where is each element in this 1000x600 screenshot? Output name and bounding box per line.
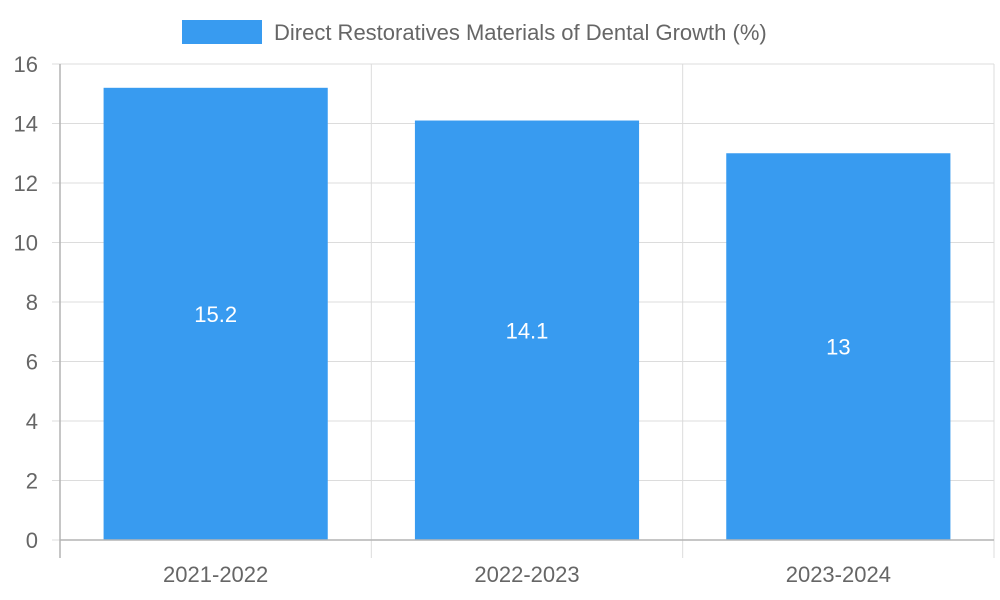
x-tick-label: 2022-2023 xyxy=(474,562,579,587)
y-tick-label: 14 xyxy=(14,112,38,137)
data-label: 14.1 xyxy=(506,318,549,343)
y-tick-label: 6 xyxy=(26,350,38,375)
y-tick-label: 10 xyxy=(14,231,38,256)
legend[interactable]: Direct Restoratives Materials of Dental … xyxy=(182,20,767,45)
bar-2021-2022[interactable] xyxy=(103,87,328,541)
y-tick-label: 16 xyxy=(14,52,38,77)
data-label: 15.2 xyxy=(194,302,237,327)
x-tick-label: 2021-2022 xyxy=(163,562,268,587)
y-tick-label: 8 xyxy=(26,290,38,315)
y-tick-label: 2 xyxy=(26,469,38,494)
x-tick-label: 2023-2024 xyxy=(786,562,891,587)
y-tick-label: 4 xyxy=(26,409,38,434)
y-tick-label: 0 xyxy=(26,528,38,553)
bar-2022-2023[interactable] xyxy=(414,120,640,541)
bars xyxy=(103,87,951,541)
legend-swatch[interactable] xyxy=(182,20,262,44)
data-labels: 15.2 14.1 13 xyxy=(194,302,850,360)
legend-label[interactable]: Direct Restoratives Materials of Dental … xyxy=(274,20,767,45)
bar-2023-2024[interactable] xyxy=(726,153,951,540)
axes: 0 2 4 6 8 10 12 14 16 2021-2022 2022-2023 2023-2024 xyxy=(14,52,994,587)
y-tick-label: 12 xyxy=(14,171,38,196)
data-label: 13 xyxy=(826,335,850,360)
